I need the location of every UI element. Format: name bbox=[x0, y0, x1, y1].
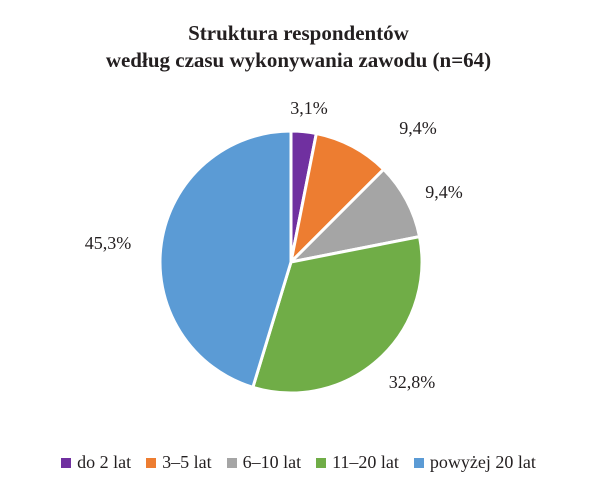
data-label-4: 45,3% bbox=[85, 233, 132, 253]
legend-label: 6–10 lat bbox=[242, 452, 302, 472]
pie-chart: 3,1% 9,4% 9,4% 32,8% 45,3% bbox=[85, 98, 463, 395]
legend-item-6-10-lat: 6–10 lat bbox=[226, 452, 302, 473]
data-label-3: 32,8% bbox=[389, 372, 436, 392]
legend: do 2 lat 3–5 lat 6–10 lat 11–20 lat powy… bbox=[0, 452, 597, 473]
legend-label: powyżej 20 lat bbox=[429, 452, 536, 472]
chart-title: Struktura respondentów według czasu wyko… bbox=[0, 20, 597, 74]
legend-label: 3–5 lat bbox=[162, 452, 212, 472]
data-label-0: 3,1% bbox=[290, 98, 328, 118]
pie-slice-4 bbox=[158, 129, 293, 389]
legend-item-powyzej-20-lat: powyżej 20 lat bbox=[413, 452, 536, 473]
legend-swatch bbox=[61, 457, 72, 468]
legend-swatch bbox=[316, 457, 327, 468]
legend-item-11-20-lat: 11–20 lat bbox=[316, 452, 399, 473]
legend-item-do-2-lat: do 2 lat bbox=[61, 452, 131, 473]
chart-title-line-1: Struktura respondentów bbox=[188, 21, 409, 45]
legend-swatch bbox=[413, 457, 424, 468]
legend-label: 11–20 lat bbox=[332, 452, 399, 472]
data-label-1: 9,4% bbox=[399, 118, 437, 138]
legend-swatch bbox=[146, 457, 157, 468]
chart-title-line-2: według czasu wykonywania zawodu (n=64) bbox=[105, 48, 492, 72]
data-label-2: 9,4% bbox=[425, 182, 463, 202]
pie-slice-3 bbox=[251, 235, 424, 395]
legend-swatch bbox=[226, 457, 237, 468]
legend-label: do 2 lat bbox=[77, 452, 132, 472]
legend-item-3-5-lat: 3–5 lat bbox=[146, 452, 212, 473]
